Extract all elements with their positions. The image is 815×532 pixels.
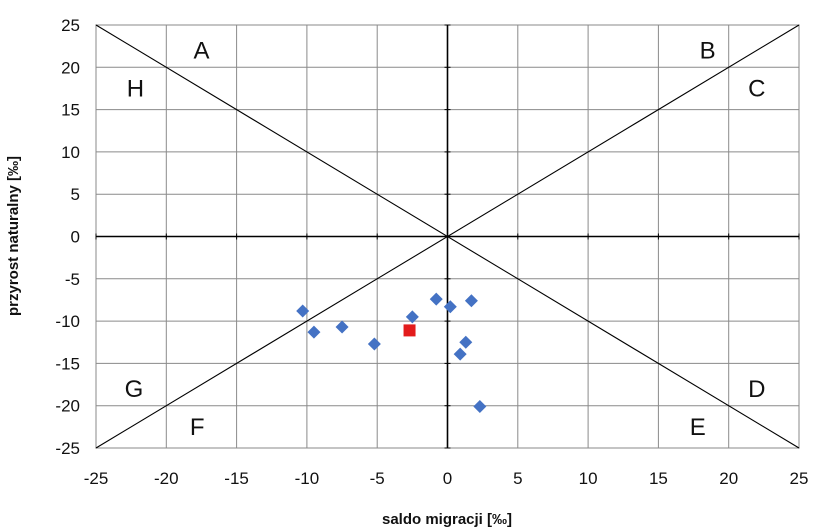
data-point-diamond (464, 294, 478, 308)
data-point-diamond (459, 335, 473, 349)
region-label-e: E (690, 414, 706, 441)
region-label-d: D (748, 376, 765, 403)
y-tick-label: 5 (71, 185, 80, 204)
region-labels: A B C D E F G H (125, 37, 766, 440)
x-axis-title: saldo migracji [‰] (382, 511, 512, 528)
y-tick-label: -5 (65, 270, 80, 289)
region-label-g: G (125, 376, 144, 403)
x-tick-labels: -25 -20 -15 -10 -5 0 5 10 15 20 25 (84, 469, 809, 488)
data-point-diamond (473, 400, 487, 414)
data-points (296, 292, 487, 414)
x-tick-label: -20 (154, 469, 179, 488)
data-point-diamond (429, 292, 443, 306)
x-tick-label: 15 (649, 469, 668, 488)
y-tick-label: 25 (61, 16, 80, 35)
region-label-a: A (193, 37, 209, 64)
data-point-square (403, 324, 416, 337)
region-label-h: H (127, 75, 144, 102)
data-point-diamond (443, 300, 457, 314)
data-point-diamond (307, 325, 321, 339)
region-label-f: F (190, 414, 205, 441)
x-tick-label: -5 (370, 469, 385, 488)
data-point-diamond (335, 320, 349, 334)
x-tick-label: -10 (295, 469, 320, 488)
x-tick-label: -15 (224, 469, 249, 488)
y-tick-label: -20 (55, 397, 80, 416)
y-tick-label: -10 (55, 312, 80, 331)
data-point-diamond (367, 337, 381, 351)
reference-lines (95, 24, 800, 449)
region-label-b: B (700, 37, 716, 64)
region-label-c: C (748, 75, 765, 102)
y-tick-label: 15 (61, 101, 80, 120)
y-axis-title: przyrost naturalny [‰] (5, 156, 22, 316)
y-tick-label: 20 (61, 58, 80, 77)
data-point-diamond (453, 347, 467, 361)
x-tick-label: 5 (513, 469, 522, 488)
y-tick-label: 0 (71, 228, 80, 247)
x-tick-label: 25 (790, 469, 809, 488)
x-tick-label: 20 (719, 469, 738, 488)
diagonal-reference-line (95, 24, 800, 449)
y-tick-label: -15 (55, 354, 80, 373)
y-tick-label: 10 (61, 143, 80, 162)
y-tick-label: -25 (55, 439, 80, 458)
data-point-diamond (405, 310, 419, 324)
data-point-diamond (296, 304, 310, 318)
x-tick-label: 0 (443, 469, 452, 488)
x-tick-label: -25 (84, 469, 109, 488)
y-tick-labels: -25 -20 -15 -10 -5 0 5 10 15 20 25 (55, 16, 80, 458)
x-tick-label: 10 (579, 469, 598, 488)
